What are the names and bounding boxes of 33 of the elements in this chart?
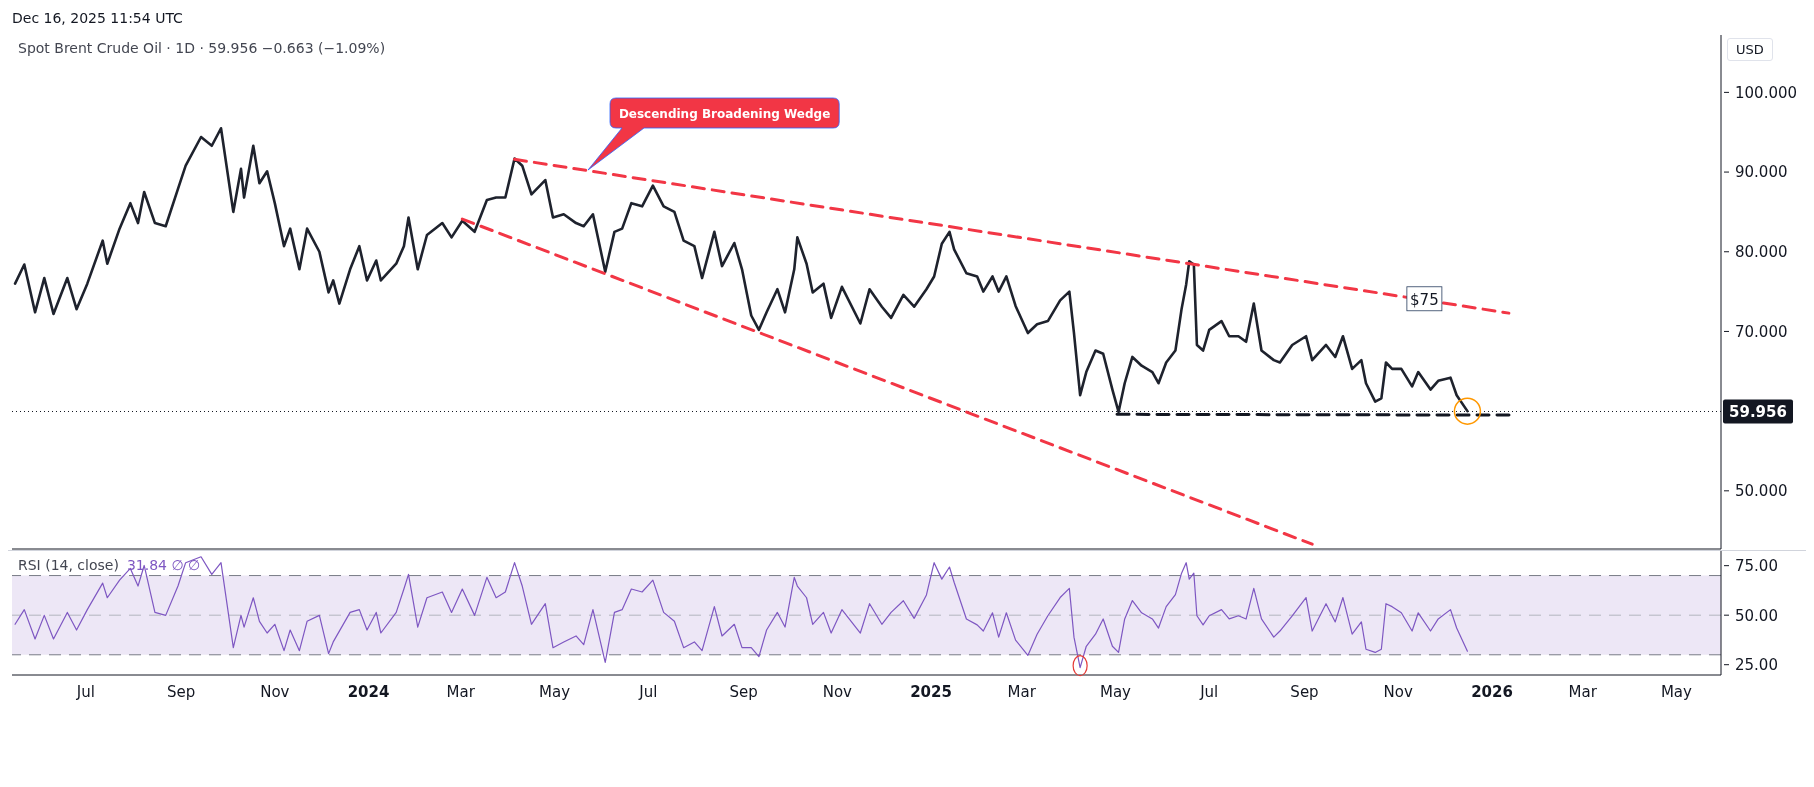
x-tick-label: Mar [1007,683,1037,701]
x-tick-label: May [1660,683,1693,701]
text: Dec 16, 2025 11:54 UTC [12,10,183,26]
x-tick-label: May [539,683,571,701]
y-tick-label: 100.000 [1735,83,1798,102]
x-tick-label: 2024 [347,683,390,701]
x-tick-label: Sep [166,683,196,701]
x-tick-label: Sep [729,683,758,701]
x-tick-label: 2025 [910,683,952,701]
y-tick-label: 25.00 [1735,656,1778,675]
x-tick-label: Jul [638,683,658,701]
ref-line-label: 59.956 [1729,403,1787,422]
chart-subtitle: 31.84 ∅ ∅ [126,557,201,573]
y-tick-label: 80.000 [1735,243,1788,262]
x-tick-label: Jul [75,683,95,701]
x-tick-label: May [1099,683,1132,701]
x-tick-label: Sep [1290,683,1319,701]
x-tick-label: Mar [446,683,476,701]
y-tick-label: 50.00 [1735,606,1778,625]
annotation: Descending Broadening Wedge [618,107,831,121]
y-axis-title: USD [1727,38,1773,61]
chart-title: Spot Brent Crude Oil · 1D · 59.956 −0.663 (−1.09%) [18,40,386,56]
x-tick-label: Nov [822,683,853,701]
y-tick-label: 75.00 [1735,556,1778,575]
x-tick-label: Mar [1568,683,1598,701]
chart-title: RSI (14, close) [18,557,119,573]
x-tick-label: Nov [260,683,290,701]
y-tick-label: 70.000 [1735,322,1788,341]
x-tick-label: 2026 [1471,683,1513,701]
y-tick-label: 90.000 [1735,163,1788,182]
y-tick-label: 50.000 [1735,482,1788,501]
x-tick-label: Jul [1199,683,1219,701]
x-tick-label: Nov [1383,683,1414,701]
